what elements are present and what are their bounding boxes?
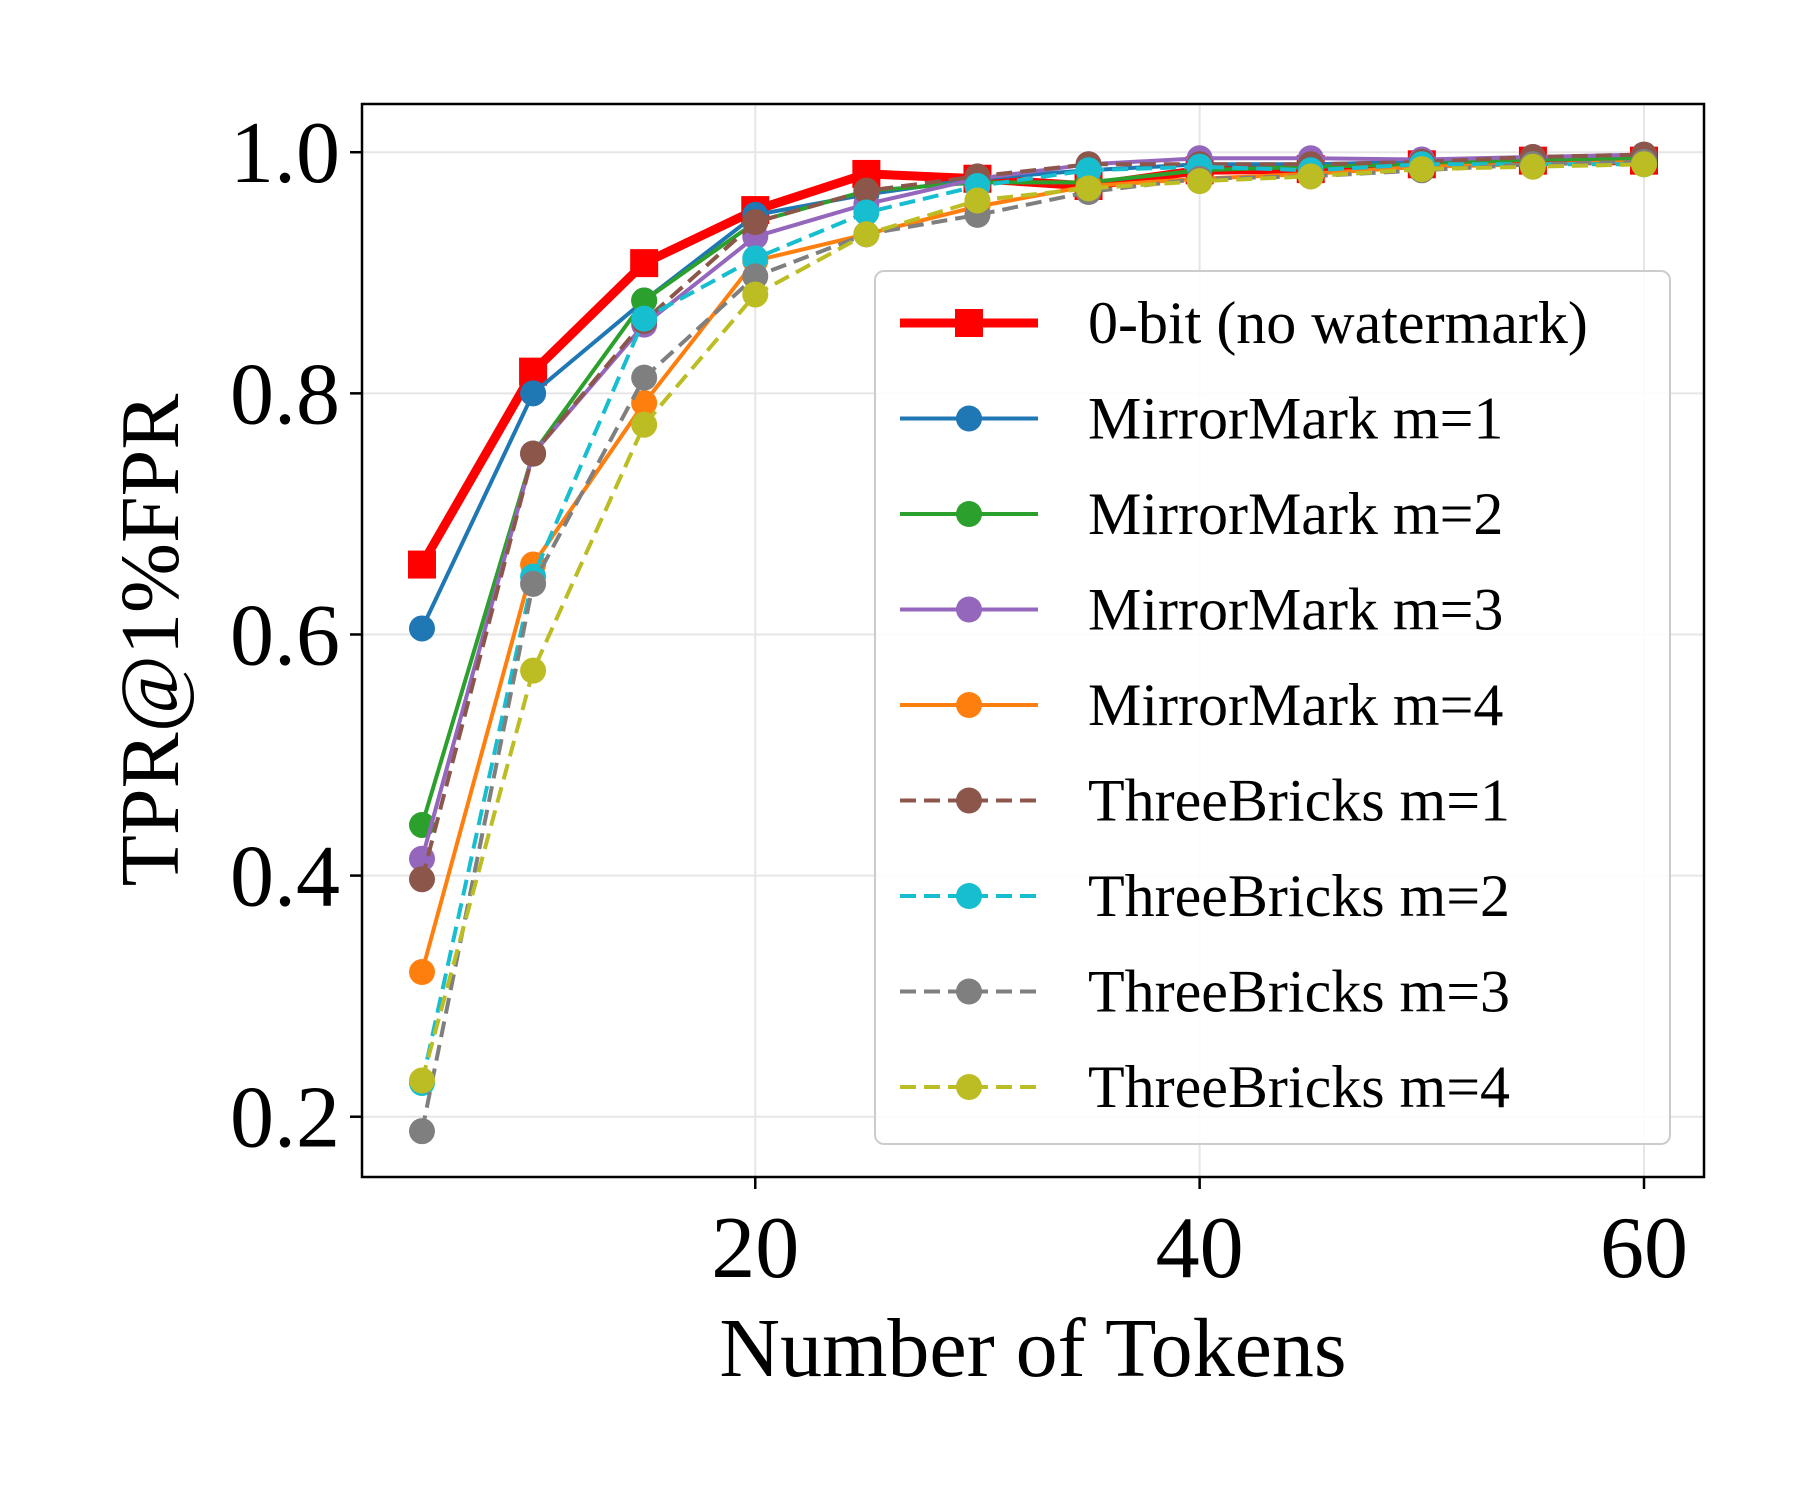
x-tick-label: 40 — [1156, 1200, 1244, 1297]
legend-entry: ThreeBricks m=3 — [900, 959, 1510, 1025]
threebricks-m-4-point — [1075, 175, 1102, 202]
threebricks-m-2-point — [742, 245, 769, 272]
mirrormark-m-1-point — [520, 380, 547, 407]
threebricks-m-3-point — [631, 364, 658, 391]
mirrormark-m-4-point — [631, 389, 658, 416]
legend-label: ThreeBricks m=1 — [1088, 768, 1510, 834]
mirrormark-m-4-point — [408, 959, 435, 986]
legend-entry: ThreeBricks m=1 — [900, 768, 1510, 834]
threebricks-m-4-point — [964, 187, 991, 214]
threebricks-m-4-point — [1631, 151, 1658, 178]
threebricks-m-2-legend-marker — [956, 883, 982, 909]
mirrormark-m-1-legend-marker — [956, 405, 982, 432]
threebricks-m-4-point — [1297, 163, 1324, 190]
legend-label: ThreeBricks m=2 — [1088, 863, 1510, 929]
legend-entry: ThreeBricks m=2 — [900, 863, 1510, 929]
x-tick-label: 60 — [1600, 1200, 1688, 1297]
mirrormark-m-2-legend-marker — [956, 501, 982, 527]
mirrormark-m-2-point — [631, 287, 658, 314]
legend: 0-bit (no watermark) MirrorMark m=1 Mirror… — [874, 270, 1671, 1145]
threebricks-m-1-legend-marker — [956, 787, 982, 814]
0-bit-no-watermark-point — [407, 550, 436, 579]
threebricks-m-4-point — [520, 657, 547, 684]
threebricks-m-1-point — [853, 177, 880, 204]
mirrormark-m-3-legend-marker — [956, 596, 982, 623]
threebricks-m-4-legend-marker — [956, 1074, 982, 1100]
series-line-threebricks-m-4 — [420, 162, 1645, 1082]
legend-entry: MirrorMark m=4 — [900, 672, 1503, 738]
legend-box — [874, 270, 1671, 1145]
plot-series — [407, 141, 1659, 1145]
legend-label: ThreeBricks m=4 — [1088, 1054, 1510, 1120]
x-axis-title: Number of Tokens — [719, 1302, 1346, 1395]
legend-entry: MirrorMark m=3 — [900, 577, 1503, 643]
plot-frame — [360, 102, 1706, 1179]
legend-entry: MirrorMark m=1 — [900, 386, 1503, 452]
threebricks-m-3-point — [742, 263, 769, 290]
legend-label: ThreeBricks m=3 — [1088, 959, 1510, 1025]
threebricks-m-4-point — [1186, 168, 1213, 195]
legend-entry: MirrorMark m=2 — [900, 481, 1503, 547]
legend-label: MirrorMark m=2 — [1088, 481, 1503, 547]
axis-ticks: 20 40 60 0.2 0.4 0.6 0.8 1.0 — [230, 105, 1688, 1297]
series-threebricks-m-4 — [408, 151, 1658, 1094]
y-tick-label: 0.6 — [230, 587, 340, 684]
legend-label: MirrorMark m=3 — [1088, 577, 1503, 643]
0-bit-no-watermark-legend-marker — [955, 309, 983, 337]
threebricks-m-1-point — [408, 866, 435, 893]
y-tick-label: 0.2 — [230, 1070, 340, 1167]
series-line-threebricks-m-2 — [420, 162, 1644, 1084]
x-tick-label: 20 — [711, 1200, 799, 1297]
series-line-threebricks-m-1 — [420, 152, 1645, 880]
threebricks-m-3-point — [408, 1118, 435, 1145]
threebricks-m-2-point — [631, 305, 658, 332]
threebricks-m-4-point — [1408, 156, 1435, 183]
y-tick-label: 0.8 — [230, 346, 340, 443]
legend-entry: 0-bit (no watermark) — [900, 290, 1588, 356]
threebricks-m-2-point — [853, 199, 880, 226]
legend-entry: ThreeBricks m=4 — [900, 1054, 1510, 1120]
mirrormark-m-4-legend-marker — [956, 692, 982, 718]
legend-label: MirrorMark m=4 — [1088, 672, 1503, 738]
legend-label: 0-bit (no watermark) — [1088, 290, 1588, 356]
threebricks-m-2-point — [1075, 157, 1102, 184]
series-line-mirrormark-m-2 — [420, 156, 1645, 826]
y-axis-title: TPR@1%FPR — [104, 394, 197, 887]
threebricks-m-4-point — [742, 281, 769, 308]
y-tick-label: 0.4 — [230, 829, 340, 926]
threebricks-m-4-point — [631, 411, 658, 438]
threebricks-m-4-point — [408, 1067, 435, 1094]
y-tick-label: 1.0 — [230, 105, 340, 202]
0-bit-no-watermark-point — [630, 249, 659, 278]
threebricks-m-1-point — [742, 209, 769, 236]
threebricks-m-4-point — [1519, 153, 1546, 180]
threebricks-m-1-point — [520, 440, 547, 467]
threebricks-m-3-legend-marker — [956, 978, 982, 1005]
legend-label: MirrorMark m=1 — [1088, 386, 1503, 452]
threebricks-m-3-point — [520, 570, 547, 597]
mirrormark-m-1-point — [408, 615, 435, 642]
threebricks-m-4-point — [853, 221, 880, 248]
